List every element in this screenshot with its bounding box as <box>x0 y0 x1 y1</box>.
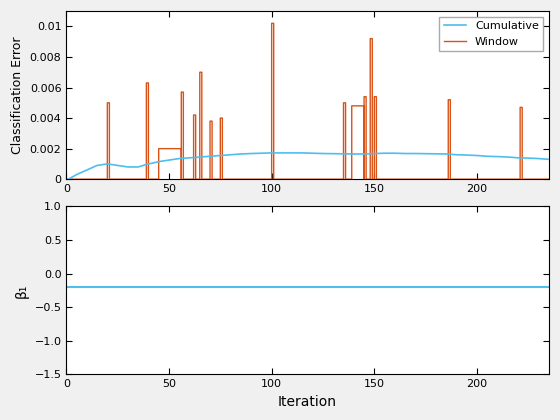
Cumulative <box>515 155 521 160</box>
Window <box>145 177 152 182</box>
Cumulative <box>371 151 377 156</box>
Cumulative <box>237 152 244 157</box>
Cumulative <box>474 153 480 158</box>
Cumulative <box>391 151 398 156</box>
Y-axis label: β₁: β₁ <box>15 283 29 298</box>
Cumulative <box>463 152 470 158</box>
Cumulative <box>186 155 193 160</box>
Window <box>340 177 347 182</box>
Cumulative <box>248 151 254 156</box>
Window <box>209 118 216 123</box>
Cumulative <box>422 151 429 156</box>
Cumulative <box>340 151 347 156</box>
Cumulative <box>453 152 460 157</box>
Cumulative <box>73 172 80 177</box>
Y-axis label: Classification Error: Classification Error <box>11 37 24 154</box>
Window <box>545 177 552 182</box>
Line: Cumulative: Cumulative <box>68 153 549 179</box>
Cumulative <box>535 156 542 161</box>
Cumulative <box>432 151 439 156</box>
Cumulative <box>227 152 234 157</box>
Cumulative <box>505 155 511 160</box>
Cumulative <box>402 151 408 156</box>
Line: Window: Window <box>66 24 549 179</box>
Cumulative <box>545 157 552 162</box>
Cumulative <box>525 155 531 160</box>
Cumulative <box>104 161 111 166</box>
Cumulative <box>176 156 183 161</box>
Cumulative <box>114 163 121 168</box>
Cumulative <box>145 161 152 166</box>
Legend: Cumulative, Window: Cumulative, Window <box>440 17 543 51</box>
Cumulative <box>278 150 285 155</box>
Cumulative <box>149 160 156 165</box>
Window <box>361 103 367 108</box>
Cumulative <box>361 152 367 157</box>
Window <box>63 177 69 182</box>
Cumulative <box>217 153 223 158</box>
Cumulative <box>351 152 357 157</box>
Cumulative <box>381 151 388 156</box>
Cumulative <box>155 159 162 164</box>
Window <box>268 21 275 26</box>
Cumulative <box>299 150 306 155</box>
Cumulative <box>309 151 316 156</box>
Cumulative <box>494 154 501 159</box>
Cumulative <box>258 151 265 156</box>
Cumulative <box>207 154 213 159</box>
Cumulative <box>289 150 296 155</box>
Cumulative <box>83 168 90 173</box>
Cumulative <box>268 150 275 155</box>
Cumulative <box>135 165 142 170</box>
Cumulative <box>197 155 203 160</box>
Cumulative <box>94 163 100 168</box>
Cumulative <box>443 152 450 157</box>
Cumulative <box>166 158 172 163</box>
Cumulative <box>124 165 131 170</box>
Window <box>219 177 226 182</box>
Cumulative <box>320 151 326 156</box>
Window <box>348 103 355 108</box>
X-axis label: Iteration: Iteration <box>278 395 337 409</box>
Cumulative <box>412 151 419 156</box>
Cumulative <box>65 177 72 182</box>
Cumulative <box>484 154 491 159</box>
Cumulative <box>330 151 337 156</box>
